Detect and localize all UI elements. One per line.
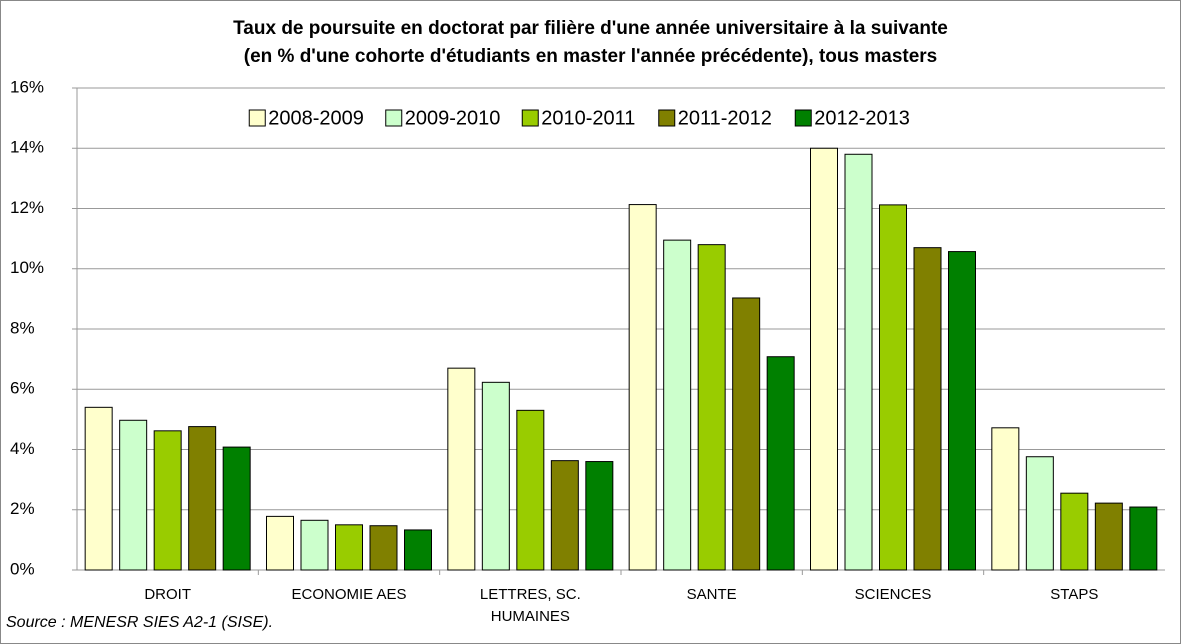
bar (628, 204, 657, 571)
bar (335, 524, 363, 571)
legend-swatch (521, 109, 539, 127)
source-note: Source : MENESR SIES A2-1 (SISE). (6, 614, 274, 631)
x-tick-label: DROIT (144, 586, 191, 603)
x-tick-label: STAPS (1050, 586, 1099, 603)
bar (810, 147, 838, 571)
x-tick-label: ECONOMIE AES (291, 586, 407, 603)
bar (516, 409, 545, 571)
y-tick-label: 16% (10, 77, 44, 96)
bar (1025, 456, 1054, 571)
legend-label: 2010-2011 (541, 107, 635, 129)
bar (369, 525, 398, 571)
bar (585, 461, 614, 571)
bar (697, 244, 726, 571)
legend-label: 2009-2010 (405, 107, 501, 129)
bar (188, 426, 217, 571)
x-tick-label: SANTE (686, 586, 737, 603)
legend-swatch (658, 109, 676, 127)
bar (1060, 492, 1089, 571)
bar (844, 153, 873, 571)
bar (913, 247, 942, 571)
y-tick-label: 12% (10, 198, 44, 217)
bar (300, 519, 329, 571)
chart-subtitle: (en % d'une cohorte d'étudiants en maste… (243, 46, 938, 67)
legend-swatch (385, 109, 403, 127)
y-tick-label: 8% (10, 318, 35, 337)
y-tick-label: 0% (10, 559, 35, 578)
chart-title: Taux de poursuite en doctorat par filièr… (233, 18, 948, 39)
legend-label: 2012-2013 (814, 107, 910, 129)
bar (447, 367, 476, 571)
y-tick-label: 10% (10, 258, 44, 277)
legend-swatch (794, 109, 812, 127)
legend-label: 2011-2012 (678, 107, 772, 129)
y-tick-label: 4% (10, 439, 35, 458)
bar (266, 515, 294, 571)
x-tick-label: SCIENCES (854, 586, 932, 603)
bar (153, 430, 182, 571)
bar (879, 204, 907, 571)
bar (766, 356, 795, 571)
bar (1094, 502, 1123, 571)
y-tick-label: 14% (10, 138, 44, 157)
bar (84, 406, 113, 571)
x-tick-label: LETTRES, SC. HUMAINES (479, 586, 581, 625)
bar (550, 460, 579, 571)
bar (1129, 506, 1158, 571)
bar (991, 427, 1020, 571)
bar (222, 446, 251, 571)
y-tick-label: 2% (10, 499, 35, 518)
bar (948, 251, 976, 571)
y-tick-label: 6% (10, 379, 35, 398)
bar (732, 297, 761, 571)
legend-label: 2008-2009 (268, 107, 364, 129)
bar (663, 239, 692, 571)
legend-swatch (248, 109, 266, 127)
bar (119, 419, 148, 571)
bar (481, 381, 510, 571)
bar (404, 529, 432, 571)
